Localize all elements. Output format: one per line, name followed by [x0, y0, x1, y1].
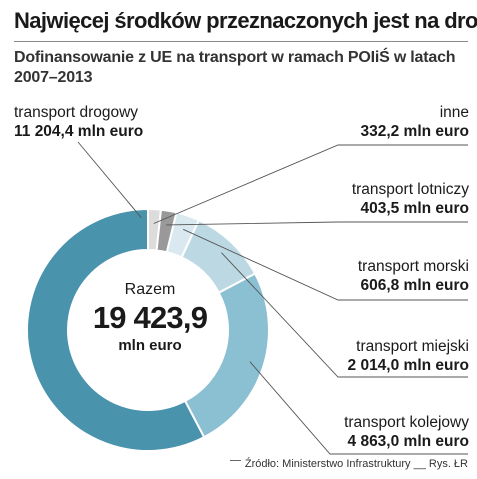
label-inne: inne 332,2 mln euro: [360, 103, 469, 141]
slice-label-value: 2 014,0 mln euro: [347, 357, 469, 374]
label-transport-miejski: transport miejski 2 014,0 mln euro: [348, 337, 469, 375]
slice-label-value: 4 863,0 mln euro: [347, 433, 469, 450]
total-label: Razem: [124, 281, 176, 298]
slice-label-value: 11 204,4 mln euro: [14, 123, 144, 140]
slice-transport-kolejowy: [183, 272, 270, 439]
slice-label-name: transport lotniczy: [351, 181, 469, 198]
label-transport-lotniczy: transport lotniczy 403,5 mln euro: [352, 180, 469, 218]
leader-line-transport-miejski: [221, 252, 468, 378]
slice-label-name: transport morski: [357, 258, 469, 275]
leader-line-transport-drogowy: [77, 141, 142, 218]
leader-lines: [77, 141, 468, 455]
total-unit: mln euro: [118, 337, 182, 354]
slice-transport-drogowy: [26, 207, 206, 452]
slice-label-name: inne: [439, 104, 469, 121]
chart-title: Najwięcej środków przeznaczonych jest na…: [14, 8, 477, 33]
leader-line-transport-morski: [182, 228, 468, 301]
total-value: 19 423,9: [92, 300, 208, 335]
slice-label-value: 332,2 mln euro: [360, 123, 469, 140]
chart-subtitle: Dofinansowanie z UE na transport w ramac…: [14, 49, 456, 86]
label-transport-drogowy: transport drogowy 11 204,4 mln euro: [14, 103, 143, 141]
slice-label-value: 403,5 mln euro: [360, 200, 469, 217]
label-transport-kolejowy: transport kolejowy 4 863,0 mln euro: [344, 413, 469, 451]
source-note: Źródło: Ministerstwo Infrastruktury __ R…: [240, 458, 468, 470]
leader-line-inne: [153, 144, 468, 224]
title-divider: [14, 41, 468, 42]
slice-label-value: 606,8 mln euro: [360, 277, 469, 294]
leader-line-transport-lotniczy: [166, 221, 468, 226]
slice-label-name: transport kolejowy: [344, 414, 469, 431]
label-transport-morski: transport morski 606,8 mln euro: [358, 257, 469, 295]
donut-center-total: Razem 19 423,9 mln euro: [70, 280, 230, 355]
leader-line-transport-kolejowy: [249, 361, 468, 455]
slice-label-name: transport drogowy: [14, 104, 139, 121]
slice-label-name: transport miejski: [356, 338, 469, 355]
